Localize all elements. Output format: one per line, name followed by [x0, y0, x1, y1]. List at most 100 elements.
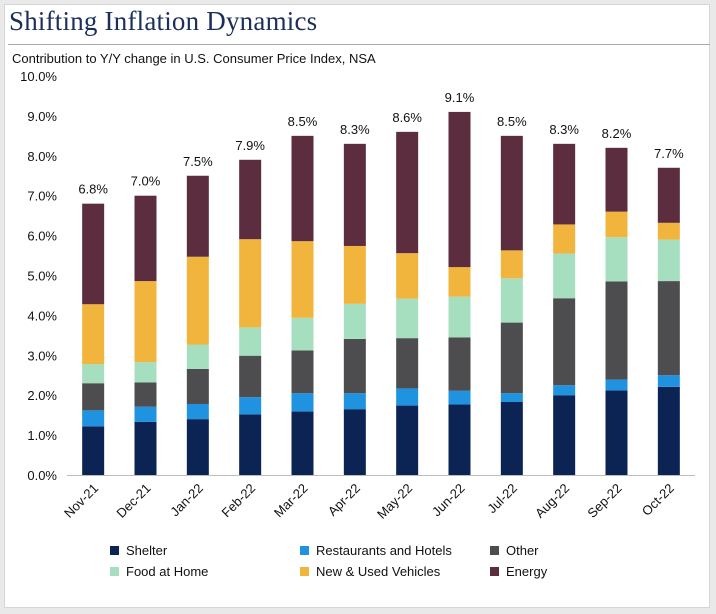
legend-swatch [490, 546, 499, 555]
bar-total-label: 6.8% [78, 182, 108, 197]
bar-segment-restaurants-and-hotels [343, 393, 366, 410]
bar-segment-food-at-home [448, 296, 471, 338]
y-tick-label: 4.0% [27, 308, 57, 323]
title-divider [8, 44, 710, 45]
bar-segment-new-used-vehicles [186, 256, 209, 345]
bar-segment-new-used-vehicles [239, 239, 262, 328]
bar-segment-energy [134, 195, 157, 282]
y-tick-label: 1.0% [27, 428, 57, 443]
legend-label: Energy [506, 564, 548, 579]
bar-segment-restaurants-and-hotels [448, 390, 471, 405]
x-tick-label: Dec-21 [113, 481, 153, 521]
y-tick-label: 10.0% [20, 69, 57, 84]
bar-segment-energy [605, 147, 628, 212]
x-tick-label: Sep-22 [584, 481, 624, 521]
bar-segment-restaurants-and-hotels [186, 403, 209, 420]
bar-segment-new-used-vehicles [605, 211, 628, 238]
y-tick-label: 7.0% [27, 189, 57, 204]
y-tick-label: 9.0% [27, 109, 57, 124]
x-tick-label: Jun-22 [429, 481, 468, 520]
x-tick-label: Jan-22 [167, 481, 206, 520]
bar-segment-other [82, 383, 105, 411]
bar-segment-restaurants-and-hotels [605, 379, 628, 391]
bar-segment-food-at-home [134, 362, 157, 383]
legend-item: Restaurants and Hotels [300, 543, 490, 558]
y-tick-label: 0.0% [27, 468, 57, 483]
bar-segment-new-used-vehicles [553, 224, 576, 254]
bar-total-label: 8.3% [340, 122, 370, 137]
y-tick-label: 6.0% [27, 229, 57, 244]
legend-item: New & Used Vehicles [300, 564, 490, 579]
bar-segment-shelter [291, 411, 314, 475]
bar-segment-food-at-home [186, 344, 209, 369]
bar-segment-other [134, 382, 157, 407]
chart-legend: Shelter Restaurants and Hotels Other Food a… [110, 543, 580, 579]
bar-segment-energy [291, 135, 314, 242]
bar-segment-other [657, 281, 680, 376]
x-tick-label: Mar-22 [271, 481, 311, 521]
bar-total-label: 8.6% [392, 110, 422, 125]
bar-segment-energy [82, 203, 105, 305]
bar-segment-other [239, 355, 262, 398]
bar-segment-food-at-home [553, 253, 576, 299]
bar-segment-food-at-home [82, 364, 105, 384]
x-tick-label: Nov-21 [61, 481, 101, 521]
bar-segment-other [396, 338, 419, 389]
bar-total-label: 7.5% [183, 154, 213, 169]
legend-label: New & Used Vehicles [316, 564, 441, 579]
bar-segment-new-used-vehicles [291, 241, 314, 318]
x-tick-label: Feb-22 [219, 481, 259, 521]
bar-segment-restaurants-and-hotels [82, 410, 105, 427]
bar-segment-new-used-vehicles [396, 253, 419, 299]
legend-swatch [490, 567, 499, 576]
bar-segment-food-at-home [239, 327, 262, 356]
bar-segment-food-at-home [657, 239, 680, 282]
bar-segment-other [291, 350, 314, 394]
bar-segment-new-used-vehicles [657, 222, 680, 240]
bar-segment-shelter [134, 421, 157, 475]
bar-segment-other [553, 298, 576, 386]
bar-segment-energy [343, 143, 366, 246]
legend-item: Other [490, 543, 580, 558]
bar-total-label: 7.9% [235, 138, 265, 153]
legend-item: Food at Home [110, 564, 300, 579]
bar-segment-shelter [82, 426, 105, 475]
bar-total-label: 7.0% [131, 174, 161, 189]
bar-segment-other [448, 337, 471, 391]
bar-segment-shelter [448, 404, 471, 475]
bar-segment-energy [186, 175, 209, 257]
bar-segment-other [343, 338, 366, 394]
bar-segment-restaurants-and-hotels [500, 393, 523, 402]
bar-segment-shelter [343, 409, 366, 475]
bar-segment-shelter [500, 401, 523, 475]
x-tick-label: Apr-22 [325, 481, 363, 519]
legend-swatch [300, 567, 309, 576]
legend-label: Food at Home [126, 564, 209, 579]
bar-segment-energy [239, 159, 262, 240]
x-tick-label: Oct-22 [639, 481, 677, 519]
bar-segment-energy [553, 143, 576, 225]
bar-segment-restaurants-and-hotels [657, 375, 680, 387]
legend-label: Shelter [126, 543, 168, 558]
bar-segment-new-used-vehicles [343, 245, 366, 304]
x-tick-label: Aug-22 [532, 481, 572, 521]
bar-segment-new-used-vehicles [82, 304, 105, 365]
bar-segment-restaurants-and-hotels [239, 397, 262, 415]
bar-segment-new-used-vehicles [448, 267, 471, 297]
x-tick-label: May-22 [374, 481, 415, 522]
x-tick-label: Jul-22 [484, 481, 520, 517]
bar-segment-shelter [396, 405, 419, 475]
legend-swatch [110, 546, 119, 555]
bar-segment-food-at-home [343, 303, 366, 339]
bar-segment-new-used-vehicles [134, 281, 157, 363]
bar-segment-other [500, 322, 523, 394]
bar-segment-shelter [553, 395, 576, 475]
legend-item: Energy [490, 564, 580, 579]
bar-total-label: 8.2% [602, 126, 632, 141]
bar-segment-food-at-home [605, 237, 628, 282]
legend-item: Shelter [110, 543, 300, 558]
bar-total-label: 9.1% [445, 90, 475, 105]
legend-swatch [300, 546, 309, 555]
bar-segment-energy [448, 111, 471, 268]
